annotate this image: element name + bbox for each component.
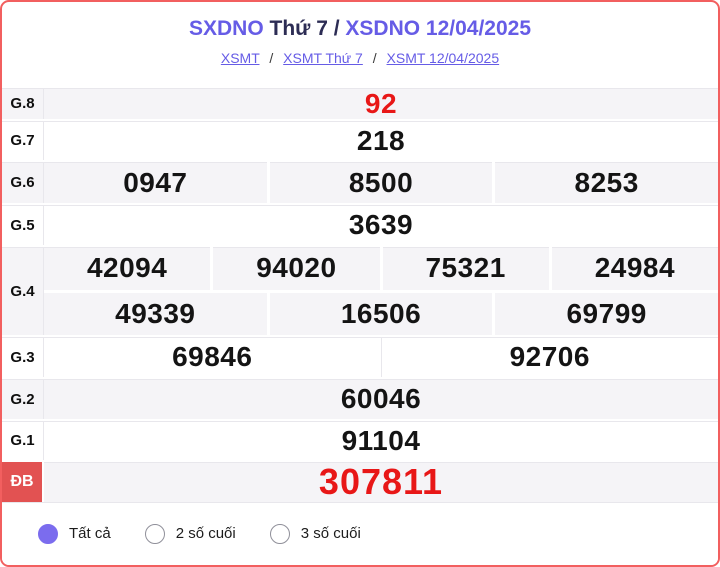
prize-row-g2: G.2 60046: [2, 377, 718, 419]
breadcrumb-link-date[interactable]: XSMT 12/04/2025: [386, 50, 500, 66]
filter-bar: Tất cả 2 số cuối 3 số cuối: [2, 502, 718, 565]
prize-row-g8: G.8 92: [2, 86, 718, 119]
breadcrumb-link-region[interactable]: XSMT: [220, 50, 260, 66]
prize-value: 0947: [123, 166, 188, 198]
prize-label-g1: G.1: [2, 421, 44, 460]
prize-value: 218: [356, 124, 406, 156]
filter-option-last-2-digits[interactable]: 2 số cuối: [144, 523, 236, 544]
special-prize-badge: ĐB: [2, 462, 44, 502]
radio-unselected-icon[interactable]: [269, 523, 290, 544]
prize-value: 69846: [172, 341, 253, 372]
title-station: SXDNO: [188, 17, 264, 40]
prize-value: 94020: [210, 247, 379, 290]
prize-value: 8500: [266, 162, 493, 203]
prize-label-g5: G.5: [2, 205, 44, 245]
breadcrumb-separator: /: [269, 50, 274, 66]
breadcrumb-separator: /: [372, 50, 377, 66]
prize-row-g1: G.1 91104: [2, 419, 718, 460]
prize-row-g7: G.7 218: [2, 119, 718, 160]
prize-row-g6: G.6 0947 8500 8253: [2, 160, 718, 203]
prize-label-g6: G.6: [2, 162, 44, 203]
filter-option-label: Tất cả: [69, 525, 111, 542]
radio-unselected-icon[interactable]: [144, 523, 165, 544]
breadcrumb-link-weekday[interactable]: XSMT Thứ 7: [283, 50, 363, 66]
prize-value: 24984: [548, 247, 718, 290]
prize-row-special: ĐB 307811: [2, 460, 718, 502]
prize-value: 91104: [341, 424, 421, 456]
filter-option-last-3-digits[interactable]: 3 số cuối: [269, 523, 361, 544]
prize-label-g7: G.7: [2, 121, 44, 160]
prize-label-g8: G.8: [2, 88, 44, 119]
page-title: SXDNO Thứ 7 / XSDNO 12/04/2025: [2, 16, 718, 42]
prize-value: 75321: [379, 247, 549, 290]
prize-value: 16506: [266, 292, 493, 335]
special-prize-value: 307811: [318, 461, 444, 502]
prize-value: 92: [364, 87, 398, 119]
prize-value: 42094: [86, 252, 168, 284]
prize-label-g4: G.4: [2, 247, 44, 335]
prize-value: 49339: [115, 297, 196, 329]
prize-table: G.8 92 G.7 218 G.6 0947 8500 8253 G.5 36…: [2, 86, 718, 502]
filter-option-all[interactable]: Tất cả: [38, 523, 111, 544]
prize-label-g2: G.2: [2, 379, 44, 419]
prize-value: 3639: [348, 209, 414, 240]
title-weekday: Thứ 7 /: [269, 17, 340, 40]
filter-option-label: 3 số cuối: [300, 525, 361, 542]
prize-row-g5: G.5 3639: [2, 203, 718, 245]
prize-value: 8253: [492, 162, 718, 203]
prize-value: 69799: [492, 292, 718, 335]
prize-row-g4: G.4 42094 94020 75321 24984 49339 16506 …: [2, 245, 718, 335]
filter-option-label: 2 số cuối: [175, 525, 236, 542]
radio-selected-icon[interactable]: [38, 523, 58, 544]
title-date: XSDNO 12/04/2025: [345, 17, 532, 40]
prize-label-g3: G.3: [2, 337, 44, 377]
prize-row-g3: G.3 69846 92706: [2, 335, 718, 377]
breadcrumb: XSMT / XSMT Thứ 7 / XSMT 12/04/2025: [2, 49, 718, 67]
prize-value: 92706: [380, 337, 719, 377]
prize-value: 60046: [340, 383, 422, 414]
results-header: SXDNO Thứ 7 / XSDNO 12/04/2025 XSMT / XS…: [2, 2, 718, 86]
